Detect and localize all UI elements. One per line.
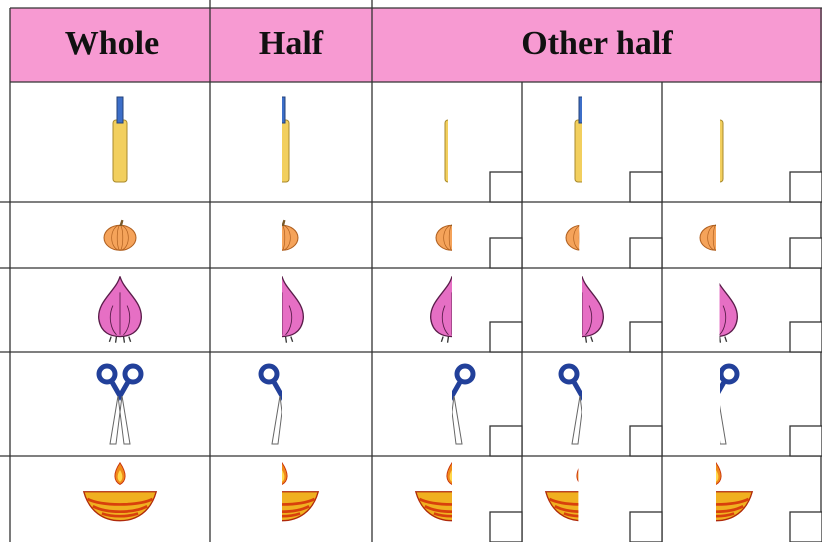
diya-part (544, 461, 579, 523)
diya-picture (414, 461, 452, 523)
onion (98, 275, 142, 344)
pictures (82, 96, 822, 542)
answer-box (629, 511, 663, 542)
onion-picture (98, 275, 142, 344)
pumpkin (282, 219, 299, 251)
scissors-part (695, 366, 737, 444)
pumpkin-part (565, 219, 580, 251)
pumpkin-picture (103, 219, 137, 251)
diya (414, 461, 452, 523)
bat (282, 96, 290, 183)
diya (544, 461, 579, 523)
bat-picture (112, 96, 128, 183)
pumpkin (565, 219, 580, 251)
scissors-picture (99, 366, 141, 444)
pumpkin-part (282, 219, 299, 251)
answer-box (789, 171, 822, 203)
pumpkin-part (103, 219, 137, 251)
onion (582, 275, 604, 344)
diya-part (282, 461, 320, 523)
scissors-picture (695, 366, 737, 444)
answer-box (629, 237, 663, 269)
bat (574, 96, 582, 183)
bat-picture (574, 96, 582, 183)
onion-part (582, 275, 604, 344)
bat-part (574, 96, 582, 183)
pumpkin (103, 219, 137, 251)
scissors (431, 366, 473, 444)
answer-box (789, 511, 822, 542)
diya-picture (544, 461, 579, 523)
answer-box (789, 321, 822, 353)
header-other-half: Other half (521, 25, 673, 62)
answer-box (489, 171, 523, 203)
onion-picture (582, 275, 604, 344)
answer-box (489, 321, 523, 353)
answer-box (789, 425, 822, 457)
onion-part (98, 275, 142, 344)
scissors (695, 366, 737, 444)
bat-part (282, 96, 290, 183)
scissors-picture (261, 366, 303, 444)
bat (112, 96, 128, 183)
pumpkin-part (699, 219, 716, 251)
diya-picture (82, 461, 158, 523)
answer-box (629, 425, 663, 457)
onion-picture (282, 275, 304, 344)
onion-part (719, 275, 738, 344)
bat (444, 96, 448, 183)
pumpkin (699, 219, 716, 251)
onion-part (282, 275, 304, 344)
diya (282, 461, 320, 523)
bat-picture (444, 96, 448, 183)
pumpkin-picture (565, 219, 580, 251)
diya-part (82, 461, 158, 523)
pumpkin-picture (699, 219, 716, 251)
scissors (99, 366, 141, 444)
answer-box (789, 237, 822, 269)
diya-part (414, 461, 452, 523)
scissors (261, 366, 303, 444)
pumpkin (435, 219, 452, 251)
diya (716, 461, 754, 523)
onion (282, 275, 304, 344)
bat-picture (720, 96, 724, 183)
scissors-picture (431, 366, 473, 444)
pumpkin-part (435, 219, 452, 251)
scissors-part (99, 366, 141, 444)
answer-box (489, 511, 523, 542)
header-half: Half (259, 25, 324, 62)
diya-picture (282, 461, 320, 523)
onion (719, 275, 738, 344)
onion-part (430, 275, 452, 344)
scissors-part (431, 366, 473, 444)
header-band (10, 8, 822, 82)
header-whole: Whole (65, 25, 159, 62)
answer-box (629, 321, 663, 353)
diya-picture (716, 461, 754, 523)
pumpkin-picture (282, 219, 299, 251)
bat-part (444, 96, 448, 183)
scissors (561, 366, 603, 444)
answer-box (489, 237, 523, 269)
answer-box (629, 171, 663, 203)
answer-box (489, 425, 523, 457)
diya-part (716, 461, 754, 523)
scissors-picture (561, 366, 603, 444)
scissors-part (561, 366, 603, 444)
onion-picture (719, 275, 738, 344)
onion-picture (430, 275, 452, 344)
bat-picture (282, 96, 290, 183)
diya (82, 461, 158, 523)
bat-part (720, 96, 724, 183)
bat-part (112, 96, 128, 183)
scissors-part (261, 366, 303, 444)
pumpkin-picture (435, 219, 452, 251)
bat (720, 96, 724, 183)
onion (430, 275, 452, 344)
